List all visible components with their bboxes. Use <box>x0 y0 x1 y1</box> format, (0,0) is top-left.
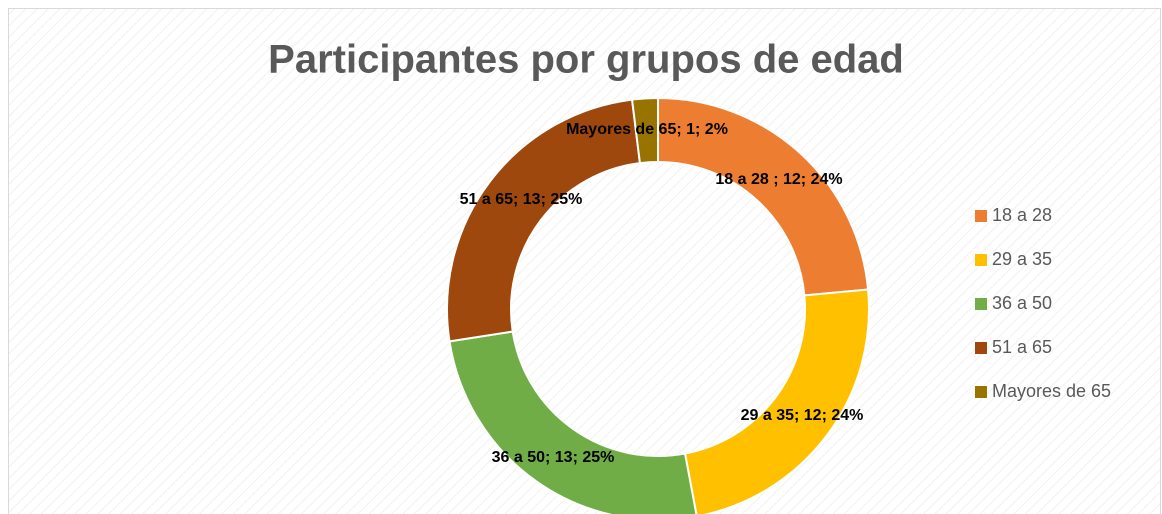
legend-label: 36 a 50 <box>992 293 1052 313</box>
legend-label: 51 a 65 <box>992 337 1052 357</box>
donut-segment <box>683 288 870 514</box>
data-label: Mayores de 65; 1; 2% <box>566 121 728 138</box>
legend-swatch <box>975 342 987 354</box>
legend-label: Mayores de 65 <box>992 381 1111 401</box>
donut-segment <box>630 96 659 165</box>
legend-swatch <box>975 210 987 222</box>
legend-label: 29 a 35 <box>992 249 1052 269</box>
chart-area <box>8 8 1161 514</box>
legend-label: 18 a 28 <box>992 205 1052 225</box>
data-label: 36 a 50; 13; 25% <box>492 449 615 466</box>
data-label: 18 a 28 ; 12; 24% <box>715 171 842 188</box>
chart-title: Participantes por grupos de edad <box>268 38 904 82</box>
legend-swatch <box>975 298 987 310</box>
data-label: 51 a 65; 13; 25% <box>460 191 583 208</box>
legend-swatch <box>975 386 987 398</box>
legend-swatch <box>975 254 987 266</box>
data-label: 29 a 35; 12; 24% <box>741 407 864 424</box>
